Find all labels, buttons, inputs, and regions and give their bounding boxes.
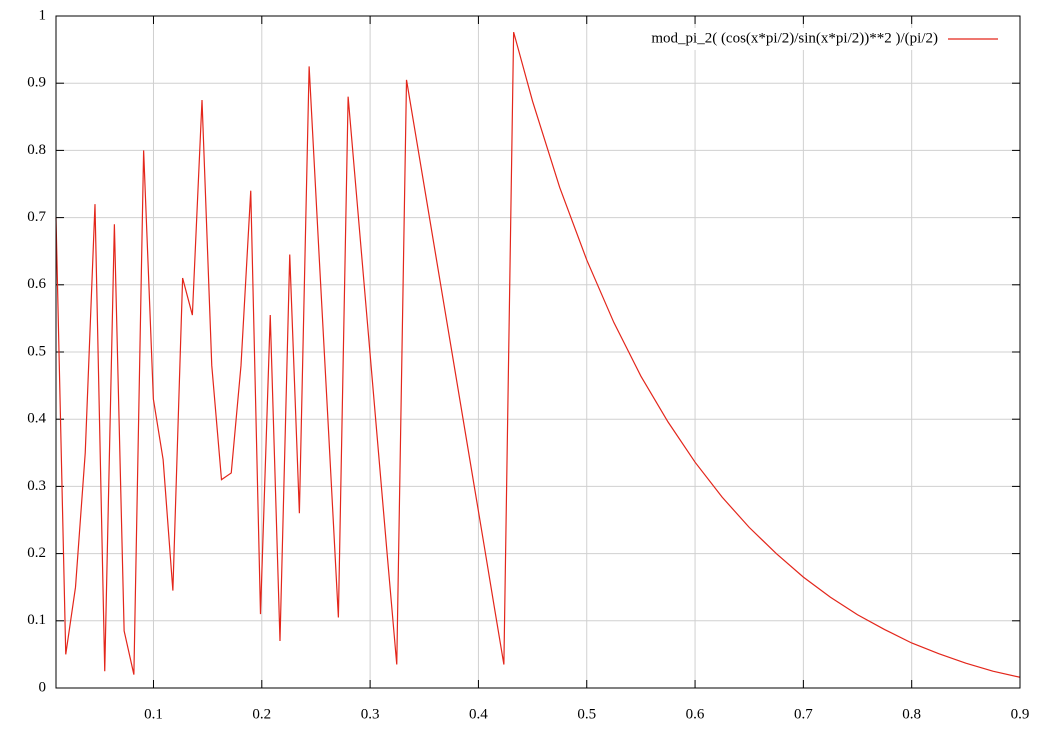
legend-background bbox=[645, 28, 1010, 50]
x-tick-label: 0.3 bbox=[361, 706, 380, 722]
y-tick-label: 0.2 bbox=[27, 545, 46, 561]
legend-label: mod_pi_2( (cos(x*pi/2)/sin(x*pi/2))**2 )… bbox=[651, 30, 938, 46]
y-tick-label: 1 bbox=[39, 7, 47, 23]
y-tick-label: 0.9 bbox=[27, 75, 46, 91]
x-tick-label: 0.4 bbox=[469, 706, 488, 722]
data-line bbox=[55, 31, 1021, 678]
y-tick-label: 0.3 bbox=[27, 478, 46, 494]
x-tick-label: 0.1 bbox=[144, 706, 163, 722]
y-tick-label: 0.5 bbox=[27, 343, 46, 359]
y-tick-label: 0.7 bbox=[27, 209, 46, 225]
x-tick-label: 0.5 bbox=[577, 706, 596, 722]
y-tick-label: 0.6 bbox=[27, 276, 46, 292]
x-tick-label: 0.9 bbox=[1011, 706, 1030, 722]
x-tick-label: 0.7 bbox=[794, 706, 813, 722]
plot-border bbox=[55, 15, 1021, 689]
y-tick-label: 0.4 bbox=[27, 411, 46, 427]
y-tick-label: 0.8 bbox=[27, 142, 46, 158]
y-tick-label: 0.1 bbox=[27, 612, 46, 628]
x-tick-label: 0.8 bbox=[902, 706, 921, 722]
x-tick-label: 0.6 bbox=[686, 706, 705, 722]
y-tick-label: 0 bbox=[39, 679, 47, 695]
x-tick-label: 0.2 bbox=[252, 706, 271, 722]
